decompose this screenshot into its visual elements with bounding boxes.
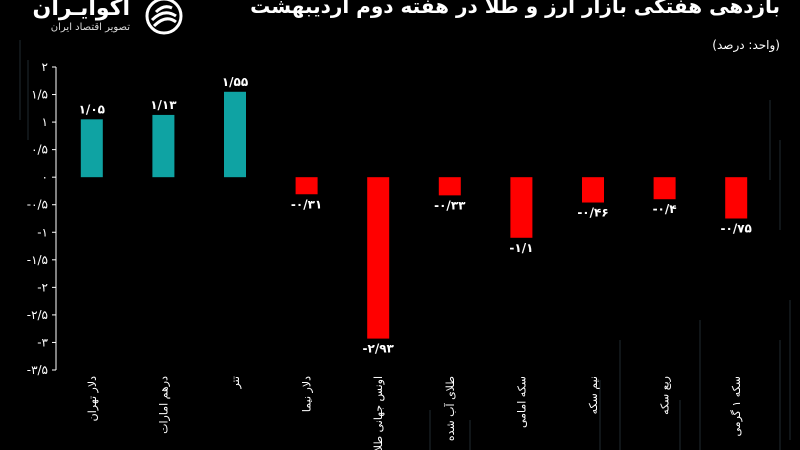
y-tick-label: ۱/۵ xyxy=(31,88,48,102)
y-tick-label: ۲ xyxy=(42,60,48,74)
category-label: دلار تهران xyxy=(86,376,99,421)
y-tick-label: -۱ xyxy=(37,225,48,239)
category-label: سکه امامی xyxy=(515,376,528,428)
bar xyxy=(725,177,748,219)
data-label: -۰/۷۵ xyxy=(721,222,752,236)
bar xyxy=(510,177,533,238)
bar xyxy=(438,177,461,196)
chart-title: بازدهی هفتگی بازار ارز و طلا در هفته دوم… xyxy=(250,0,780,18)
bar xyxy=(582,177,604,203)
data-label: -۱/۱ xyxy=(509,241,533,255)
data-label: -۲/۹۳ xyxy=(363,342,395,356)
y-tick-label: -۲ xyxy=(37,280,48,294)
category-label: طلای آب شده xyxy=(443,376,457,441)
category-label: ربع سکه xyxy=(659,376,672,415)
y-tick-label: -۲/۵ xyxy=(27,308,48,322)
y-axis: ۲ ۱/۵ ۱ ۰/۵ ۰ -۰/۵ -۱ -۱/۵ -۲ -۲/۵ -۳ -۳/۵ xyxy=(27,60,57,377)
y-tick-label: -۰/۵ xyxy=(27,198,48,212)
bar xyxy=(152,114,175,178)
y-tick-label: -۱/۵ xyxy=(27,253,48,267)
y-tick-label: ۰ xyxy=(42,170,48,184)
bar xyxy=(653,177,676,200)
y-tick-label: -۳/۵ xyxy=(27,363,48,377)
data-label: -۰/۴ xyxy=(653,202,677,216)
aqua-swirl-icon xyxy=(145,0,183,35)
data-label: ۱/۵۵ xyxy=(222,75,248,89)
bar xyxy=(367,177,390,339)
data-label: ۱/۰۵ xyxy=(79,102,105,116)
category-label: تتر xyxy=(229,376,242,389)
bar xyxy=(80,119,103,178)
category-label: درهم امارات xyxy=(157,376,170,434)
category-label: دلار نیما xyxy=(301,376,314,412)
bars xyxy=(80,91,748,339)
brand-name: آکوایـران xyxy=(32,0,130,21)
category-labels: دلار تهران درهم امارات تتر دلار نیما اونس جه… xyxy=(86,376,743,450)
bar xyxy=(224,91,246,178)
data-label: -۰/۳۳ xyxy=(434,198,466,212)
brand: آکوایـران تصویر اقتصاد ایران xyxy=(30,0,190,44)
y-tick-label: -۳ xyxy=(37,335,48,349)
data-label: -۰/۳۱ xyxy=(291,197,322,211)
data-label: ۱/۱۳ xyxy=(150,98,177,112)
y-tick-label: ۰/۵ xyxy=(31,143,48,157)
unit-label: (واحد: درصد) xyxy=(712,38,780,52)
category-label: سکه ۱ گرمی xyxy=(730,376,743,436)
category-label: اونس جهانی طلا xyxy=(372,376,385,450)
data-labels: ۱/۰۵ ۱/۱۳ ۱/۵۵ -۰/۳۱ -۲/۹۳ -۰/۳۳ -۱/۱ -۰/۴۶ -۰/۴… xyxy=(79,75,752,356)
brand-tagline: تصویر اقتصاد ایران xyxy=(50,22,130,33)
category-label: نیم سکه xyxy=(587,376,600,414)
y-tick-label: ۱ xyxy=(42,115,48,129)
data-label: -۰/۴۶ xyxy=(577,206,608,220)
bar xyxy=(295,177,318,195)
